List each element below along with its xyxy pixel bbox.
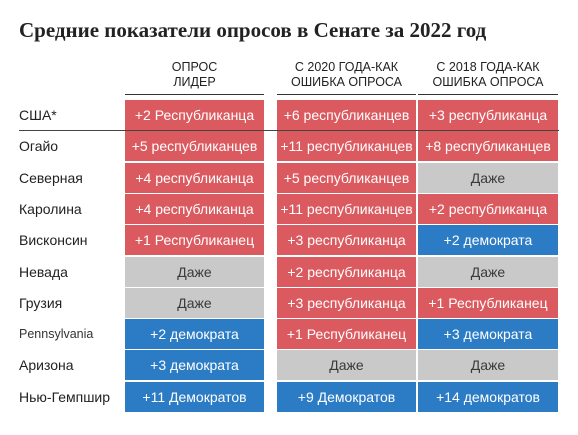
row-label: Pennsylvania [19,327,94,341]
row-label: Аризона [19,357,74,373]
us-row-divider [19,130,559,131]
poll-cell: +2 республиканца [277,257,416,287]
poll-cell: +4 республиканца [125,163,264,193]
row-label: Северная [19,170,83,186]
poll-cell: +2 республиканца [418,194,558,224]
poll-cell: +1 Республиканец [125,225,264,255]
poll-cell: +11 Демократов [125,382,264,412]
column-header-rule [418,94,558,95]
poll-cell: +2 Республиканца [125,100,264,130]
row-label: Нью-Гемпшир [19,389,111,405]
poll-cell: +2 демократа [125,319,264,349]
column-header-1: ОПРОС ЛИДЕР [125,60,264,92]
poll-cell: Даже [125,288,264,318]
poll-cell: Даже [125,257,264,287]
poll-cell: +1 Республиканец [418,288,558,318]
row-label: США* [19,107,57,123]
column-header-line: ЛИДЕР [173,75,216,89]
column-header-2: С 2020 ГОДА-КАК ОШИБКА ОПРОСА [277,60,416,92]
poll-cell: +6 республиканцев [277,100,416,130]
poll-cell: Даже [418,350,558,380]
row-label: Невада [19,264,68,280]
chart-title: Средние показатели опросов в Сенате за 2… [19,18,487,42]
poll-cell: +1 Республиканец [277,319,416,349]
poll-cell: +3 демократа [418,319,558,349]
poll-cell: +9 Демократов [277,382,416,412]
poll-cell: +11 республиканцев [277,194,416,224]
column-header-line: ОШИБКА ОПРОСА [290,75,403,89]
column-header-rule [125,94,264,95]
poll-cell: +3 демократа [125,350,264,380]
row-label: Огайо [19,138,59,154]
poll-cell: +2 демократа [418,225,558,255]
poll-cell: +4 республиканца [125,194,264,224]
column-header-line: С 2018 ГОДА-КАК [436,60,540,74]
column-header-3: С 2018 ГОДА-КАК ОШИБКА ОПРОСА [418,60,558,92]
poll-cell: +14 демократов [418,382,558,412]
poll-cell: +5 республиканцев [125,131,264,161]
row-label: Каролина [19,201,82,217]
poll-cell: +8 республиканцев [418,131,558,161]
poll-cell: +3 республиканца [277,288,416,318]
poll-cell: +11 республиканцев [277,131,416,161]
row-label: Висконсин [19,232,88,248]
row-label: Грузия [19,295,63,311]
column-header-line: ОШИБКА ОПРОСА [432,75,544,89]
poll-cell: Даже [277,350,416,380]
column-header-line: ОПРОС [171,60,218,74]
poll-cell: +3 республиканца [277,225,416,255]
poll-cell: Даже [418,163,558,193]
column-header-rule [277,94,416,95]
poll-cell: Даже [418,257,558,287]
column-header-line: С 2020 ГОДА-КАК [294,60,399,74]
poll-cell: +5 республиканцев [277,163,416,193]
poll-cell: +3 республиканца [418,100,558,130]
